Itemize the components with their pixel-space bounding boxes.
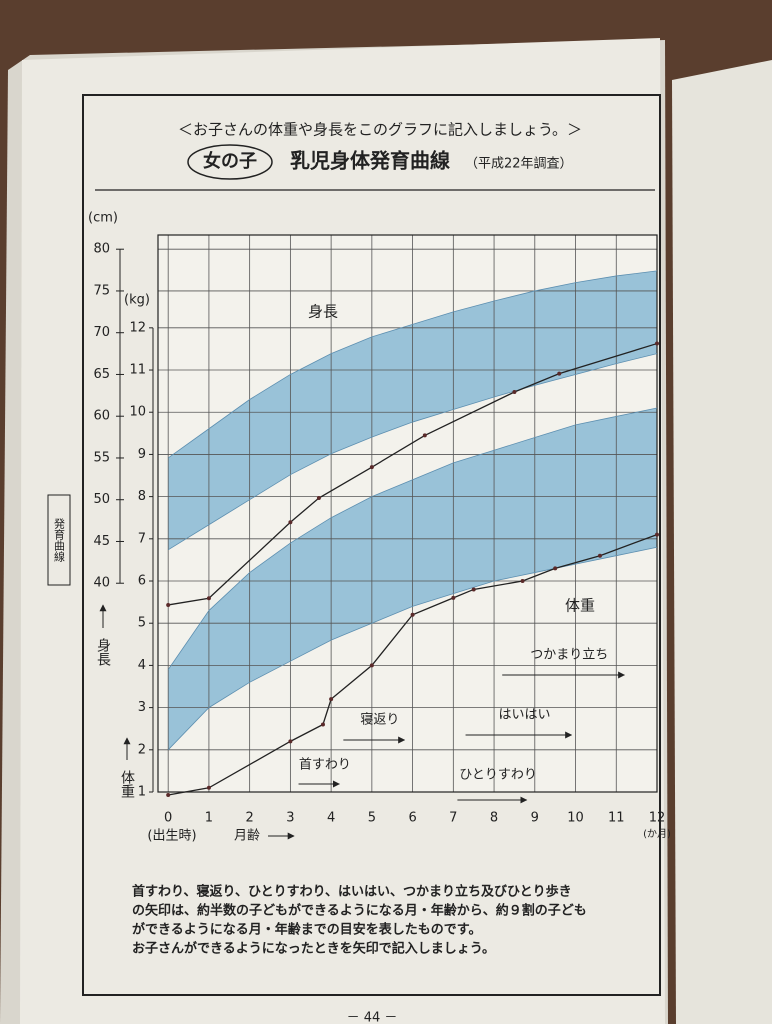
growth-point: [206, 596, 211, 601]
y2-tick-label: 3: [138, 700, 146, 715]
y2-tick-label: 1: [138, 785, 146, 800]
growth-point: [410, 612, 415, 617]
band-edge: [167, 546, 658, 751]
growth-point: [597, 553, 602, 558]
y-tick-label: 65: [93, 367, 110, 382]
growth-point: [369, 663, 374, 668]
y2-tick-label: 10: [129, 405, 146, 420]
footnote-line: お子さんができるようになったときを矢印で記入しましょう。: [132, 941, 495, 957]
x-tick-label: 8: [490, 811, 498, 826]
growth-point: [557, 371, 562, 376]
right-page: [672, 60, 772, 1024]
x-start-label: (出生時): [147, 829, 196, 844]
x-tick-label: 12: [649, 811, 666, 826]
y-tick-label: 40: [93, 576, 110, 591]
milestone-label: 寝返り: [360, 712, 399, 728]
x-tick-label: 1: [205, 811, 213, 826]
growth-point: [512, 389, 517, 394]
footnote-line: ができるようになる月・年齢までの目安を表したものです。: [132, 922, 481, 938]
footnote: 首すわり、寝返り、ひとりすわり、はいはい、つかまり立ち及びひとり歩きの矢印は、約…: [132, 884, 587, 957]
milestone-label: はいはい: [498, 708, 550, 723]
growth-point: [316, 496, 321, 501]
y2-tick-label: 6: [138, 574, 146, 589]
y2-tick-label: 11: [129, 363, 146, 378]
y2-tick-label: 4: [138, 658, 146, 673]
chart-subtitle: （平成22年調査）: [465, 157, 573, 172]
x-tick-label: 5: [368, 811, 376, 826]
y2-tick-label: 8: [138, 489, 146, 504]
x-unit: (か月): [643, 828, 671, 840]
y-tick-label: 70: [93, 325, 110, 340]
growth-point: [451, 595, 456, 600]
x-tick-label: 10: [567, 811, 584, 826]
growth-point: [166, 602, 171, 607]
y2-axis-label: 体重: [119, 770, 135, 798]
growth-point: [166, 792, 171, 797]
growth-point: [329, 697, 334, 702]
growth-point: [553, 566, 558, 571]
y2-tick-label: 7: [138, 531, 146, 546]
y-tick-label: 80: [93, 242, 110, 257]
y-tick-label: 55: [93, 450, 110, 465]
y-tick-label: 50: [93, 492, 110, 507]
growth-point: [471, 587, 476, 592]
growth-point: [288, 739, 293, 744]
badge: 女の子: [203, 150, 257, 172]
growth-point: [520, 579, 525, 584]
footnote-line: の矢印は、約半数の子どもができるようになる月・年齢から、約９割の子ども: [132, 903, 587, 919]
growth-point: [369, 465, 374, 470]
y2-tick-label: 5: [138, 616, 146, 631]
side-tab: [47, 494, 71, 586]
milestone-label: つかまり立ち: [530, 648, 608, 663]
y2-tick-label: 2: [138, 742, 146, 757]
band-label: 身長: [308, 303, 338, 321]
y-tick-label: 75: [93, 283, 110, 298]
header: ＜お子さんの体重や身長をこのグラフに記入しましょう。＞: [178, 121, 582, 139]
milestone-label: 首すわり: [299, 758, 351, 773]
growth-point: [655, 341, 659, 346]
y2-tick-label: 12: [129, 320, 146, 335]
band-label: 体重: [565, 597, 595, 615]
x-axis-label: 月齢: [234, 829, 260, 844]
y-tick-label: 60: [93, 409, 110, 424]
y-axis-label: 身長: [95, 638, 111, 666]
x-tick-label: 3: [286, 811, 294, 826]
page-frame: [82, 94, 661, 996]
y-unit: (cm): [88, 211, 118, 226]
growth-point: [320, 722, 325, 727]
band-edge: [167, 270, 658, 459]
band-edge: [167, 407, 658, 670]
growth-point: [422, 433, 427, 438]
milestone-label: ひとりすわり: [459, 768, 537, 783]
x-tick-label: 6: [408, 811, 416, 826]
x-tick-label: 0: [164, 811, 172, 826]
growth-point: [288, 520, 293, 525]
band-edge: [167, 353, 658, 551]
x-tick-label: 4: [327, 811, 335, 826]
side-tab-label: 発育曲線: [53, 517, 66, 562]
chart-title: 乳児身体発育曲線: [290, 149, 450, 173]
page-number: － 44 －: [347, 1011, 398, 1024]
plot-frame: [157, 234, 658, 793]
badge-ring: [187, 144, 273, 180]
x-tick-label: 11: [608, 811, 625, 826]
x-tick-label: 2: [246, 811, 254, 826]
footnote-line: 首すわり、寝返り、ひとりすわり、はいはい、つかまり立ち及びひとり歩き: [132, 884, 572, 900]
x-tick-label: 9: [531, 811, 539, 826]
growth-point: [206, 785, 211, 790]
y-tick-label: 45: [93, 534, 110, 549]
y2-unit: (kg): [124, 293, 150, 308]
growth-point: [655, 532, 659, 537]
y2-tick-label: 9: [138, 447, 146, 462]
x-tick-label: 7: [449, 811, 457, 826]
